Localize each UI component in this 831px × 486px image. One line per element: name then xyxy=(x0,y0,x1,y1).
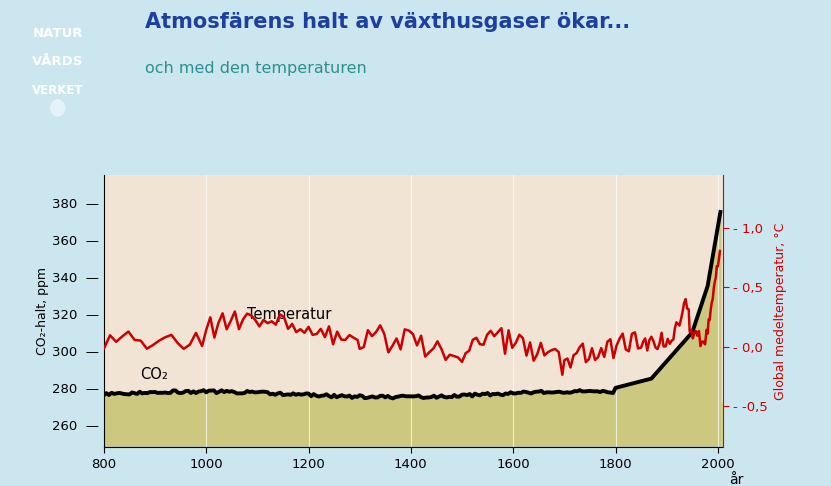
Text: CO₂: CO₂ xyxy=(140,366,168,382)
Circle shape xyxy=(50,99,66,117)
Text: Temperatur: Temperatur xyxy=(247,307,332,322)
Text: VÅRDS: VÅRDS xyxy=(32,55,83,69)
Text: år: år xyxy=(729,473,744,486)
Text: och med den temperaturen: och med den temperaturen xyxy=(145,61,367,76)
Text: NATUR: NATUR xyxy=(32,27,83,40)
Text: VERKET: VERKET xyxy=(32,84,83,97)
Text: Atmosfärens halt av växthusgaser ökar...: Atmosfärens halt av växthusgaser ökar... xyxy=(145,12,631,32)
Y-axis label: Global medeltemperatur, °C: Global medeltemperatur, °C xyxy=(774,223,787,399)
Bar xyxy=(104,175,723,403)
Y-axis label: CO₂-halt, ppm: CO₂-halt, ppm xyxy=(36,267,49,355)
Bar xyxy=(104,403,723,447)
